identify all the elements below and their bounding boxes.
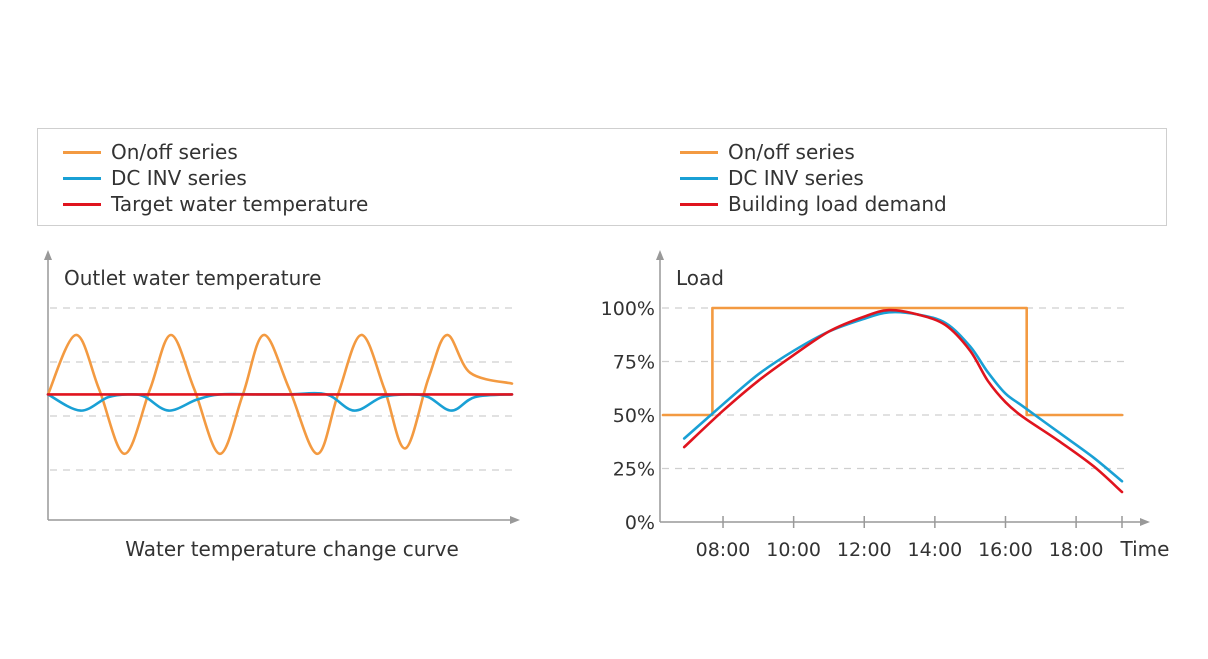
legend-item: DC INV series <box>680 165 947 191</box>
right-y-tick-label: 100% <box>601 298 655 320</box>
right-y-tick-label: 75% <box>613 352 655 374</box>
left-y-label: Outlet water temperature <box>64 266 321 290</box>
legend-label: DC INV series <box>728 166 864 190</box>
legend-box: On/off series DC INV series Target water… <box>37 128 1167 226</box>
left-y-axis-arrow <box>44 250 52 260</box>
left-series-line-2 <box>46 391 514 412</box>
right-y-tick-label: 0% <box>625 512 655 534</box>
right-series-line-3 <box>682 308 1124 494</box>
legend-swatch <box>63 150 101 154</box>
legend-right: On/off series DC INV series Building loa… <box>680 139 947 217</box>
right-x-tick-label: 08:00 <box>696 539 751 561</box>
legend-item: DC INV series <box>63 165 368 191</box>
legend-item: On/off series <box>63 139 368 165</box>
legend-label: Building load demand <box>728 192 947 216</box>
left-x-label: Water temperature change curve <box>125 537 459 561</box>
legend-swatch <box>63 176 101 180</box>
right-x-axis-arrow <box>1140 518 1150 526</box>
right-x-tick-label: 16:00 <box>978 539 1033 561</box>
legend-swatch <box>63 202 101 206</box>
right-x-tick-label: 12:00 <box>837 539 892 561</box>
right-series-line-1 <box>661 306 1124 417</box>
right-x-tick-label: 10:00 <box>766 539 821 561</box>
right-y-tick-label: 50% <box>613 405 655 427</box>
legend-swatch <box>680 176 718 180</box>
legend-swatch <box>680 202 718 206</box>
legend-item: Target water temperature <box>63 191 368 217</box>
right-y-axis-arrow <box>656 250 664 260</box>
right-x-label: Time <box>1120 537 1170 561</box>
left-series-line-1 <box>46 333 514 456</box>
water-temperature-chart: Outlet water temperature Water temperatu… <box>44 250 520 561</box>
legend-item: Building load demand <box>680 191 947 217</box>
left-x-axis-arrow <box>510 516 520 524</box>
legend-left: On/off series DC INV series Target water… <box>63 139 368 217</box>
legend-label: On/off series <box>728 140 855 164</box>
right-y-tick-label: 25% <box>613 459 655 481</box>
legend-swatch <box>680 150 718 154</box>
right-x-tick-label: 14:00 <box>907 539 962 561</box>
load-chart: Load Time 0% 25% 50% 75% 100% 08:00 10:00 12:00… <box>601 250 1170 561</box>
right-y-label: Load <box>676 266 724 290</box>
legend-item: On/off series <box>680 139 947 165</box>
right-series-line-2 <box>682 310 1124 483</box>
right-x-tick-label: 18:00 <box>1049 539 1104 561</box>
legend-label: On/off series <box>111 140 238 164</box>
legend-label: DC INV series <box>111 166 247 190</box>
legend-label: Target water temperature <box>111 192 369 216</box>
